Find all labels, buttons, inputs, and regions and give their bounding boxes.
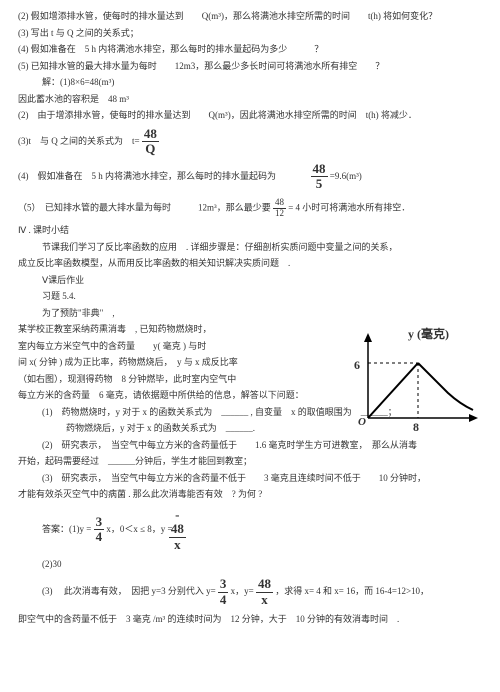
solution-1: 解：(1)8×6=48(m³) [18, 76, 482, 90]
ans3-post: ，求得 x= 4 和 x= 16，而 16-4=12>10， [275, 586, 429, 596]
section-4b: 成立反比率函数模型，从而用反比率函数的相关知识解决实质问题 . [18, 257, 482, 271]
chart-y-mark: 6 [354, 356, 360, 374]
fraction-48-5: 48 5 [311, 162, 328, 192]
frac-bot: x [256, 593, 273, 607]
frac-top: 48 [273, 198, 286, 209]
question-3: (3) 写出 t 与 Q 之间的关系式； [18, 27, 482, 41]
solution-4: (4) 假如准备在 5 h 内将满池水排空，那么每时的排水量起码为 48 5 =… [18, 162, 482, 192]
sol5-post: = 4 小时可将满池水所有排空． [288, 202, 410, 212]
solution-3b: (3)t 与 Q 之间的关系式为 t= 48 Q [18, 127, 482, 157]
fraction-3-4: 3 4 [94, 515, 105, 545]
sol4-pre: (4) 假如准备在 5 h 内将满池水排空，那么每时的排水量起码为 [18, 171, 276, 181]
section-5c: 为了预防"非典" , [18, 307, 482, 321]
sol4-post: =9.6(m³) [330, 171, 362, 181]
sol5-pre: （5） 已知排水管的最大排水量为每时 12m³，那么最少要 [18, 202, 271, 212]
drug-concentration-chart: y (毫克) 6 O 8 [348, 328, 478, 433]
frac-top: 48 [256, 577, 273, 592]
ans3-pre: (3) 此次消毒有效， 因把 y=3 分别代入 y= [42, 586, 216, 596]
para-3: 间 x( 分钟 ) 成为正比率，药物燃烧后， y 与 x 成反比率 [18, 356, 338, 370]
section-5a: Ⅴ课后作业 [18, 274, 482, 288]
frac-bot: 4 [218, 593, 229, 607]
section-4a: 节课我们学习了反比率函数的应用 . 详细步骤是：仔细剖析实质问题中变量之间的关系… [18, 241, 482, 255]
answer-3: (3) 此次消毒有效， 因把 y=3 分别代入 y= 3 4 x，y= 48 x… [18, 577, 482, 607]
para-1: 某学校正教室采纳药熏消毒 , 已知药物燃烧时， [18, 323, 338, 337]
ans-pre: 答案：(1)y = [42, 524, 91, 534]
ans-mid: x，0＜x ≤ 8，y = [106, 524, 172, 534]
frac-top: 3 [218, 577, 229, 592]
solution-2: 因此蓄水池的容积是 48 m³ [18, 93, 482, 107]
frac-bot: 12 [273, 209, 286, 219]
fraction-48-xb: 48 x [256, 577, 273, 607]
frac-top: - [169, 508, 186, 522]
ans3-mid: x，y= [231, 586, 254, 596]
chart-x-mark: 8 [413, 418, 419, 436]
para-8: (3) 研究表示， 当空气中每立方米的含药量不低于 3 毫克且连续时间不低于 1… [18, 472, 482, 486]
chart-y-label: y (毫克) [408, 325, 449, 343]
answer-1: 答案：(1)y = 3 4 x，0＜x ≤ 8，y = - 48 x [18, 508, 482, 552]
para-2: 室内每立方米空气中的含药量 y( 毫克 ) 与时 [18, 340, 338, 354]
answer-2: (2)30 [18, 558, 482, 572]
frac-top: 3 [94, 515, 105, 530]
frac-bot: Q [142, 142, 159, 156]
solution-5: （5） 已知排水管的最大排水量为每时 12m³，那么最少要 48 12 = 4 … [18, 198, 482, 219]
fraction-48-12: 48 12 [273, 198, 286, 219]
question-4: (4) 假如准备在 5 h 内将满池水排空，那么每时的排水量起码为多少 ？ [18, 43, 482, 57]
chart-origin: O [358, 414, 366, 431]
solution-3a: (2) 由于增添排水管，使每时的排水量达到 Q(m³)，因此将满池水排空所需的时… [18, 109, 482, 123]
section-4-header: Ⅳ . 课时小结 [18, 224, 482, 238]
frac-bot: 48 [169, 522, 186, 537]
sol3b-pre: (3)t 与 Q 之间的关系式为 t= [18, 135, 140, 145]
para-8b: 才能有效杀灭空气中的病菌 . 那么此次消毒能否有效 ? 为何 ? [18, 488, 482, 502]
question-2: (2) 假如增添排水管，使每时的排水量达到 Q(m³)，那么将满池水排空所需的时… [18, 10, 482, 24]
para-7b: 开始，起码需要经过 ______分钟后，学生才能回到教室； [18, 455, 482, 469]
frac-bot: 4 [94, 530, 105, 544]
fraction-48-x: - 48 x [169, 508, 186, 552]
frac-bot: 5 [311, 177, 328, 191]
para-4: （如右图），现测得药物 8 分钟燃毕，此时室内空气中 [18, 373, 338, 387]
section-5b: 习题 5.4. [18, 290, 482, 304]
fraction-48-Q: 48 Q [142, 127, 159, 157]
frac-bot: x [169, 538, 186, 552]
frac-top: 48 [142, 127, 159, 142]
frac-top: 48 [311, 162, 328, 177]
answer-4: 即空气中的含药量不低于 3 毫克 /m³ 的连续时间为 12 分钟，大于 10 … [18, 613, 482, 627]
para-7: (2) 研究表示， 当空气中每立方米的含药量低于 1.6 毫克时学生方可进教室，… [18, 439, 482, 453]
fraction-3-4b: 3 4 [218, 577, 229, 607]
question-5: (5) 已知排水管的最大排水量为每时 12m3，那么最少多长时间可将满池水所有排… [18, 60, 482, 74]
